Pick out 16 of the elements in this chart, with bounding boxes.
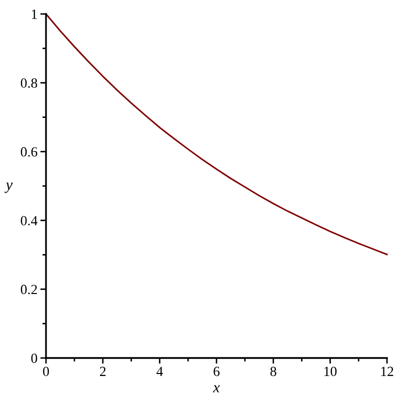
x-tick-label: 6 bbox=[214, 366, 220, 376]
x-tick-label: 10 bbox=[324, 366, 337, 376]
x-tick-label: 4 bbox=[156, 366, 163, 376]
x-tick-label: 8 bbox=[270, 366, 276, 376]
x-tick-label: 0 bbox=[43, 366, 49, 376]
y-tick-label: 0.2 bbox=[20, 284, 37, 294]
line-series bbox=[45, 13, 388, 256]
x-tick-label: 12 bbox=[381, 366, 394, 376]
x-axis-title: x bbox=[212, 385, 220, 392]
x-tick-label: 2 bbox=[100, 366, 106, 376]
y-tick-label: 0 bbox=[31, 354, 38, 363]
y-tick-label: 1 bbox=[32, 10, 37, 19]
y-axis-title: y bbox=[4, 182, 13, 193]
y-tick-label: 0.6 bbox=[20, 147, 38, 157]
y-tick-label: 0.8 bbox=[20, 78, 38, 88]
y-tick-label: 0.4 bbox=[20, 216, 38, 226]
